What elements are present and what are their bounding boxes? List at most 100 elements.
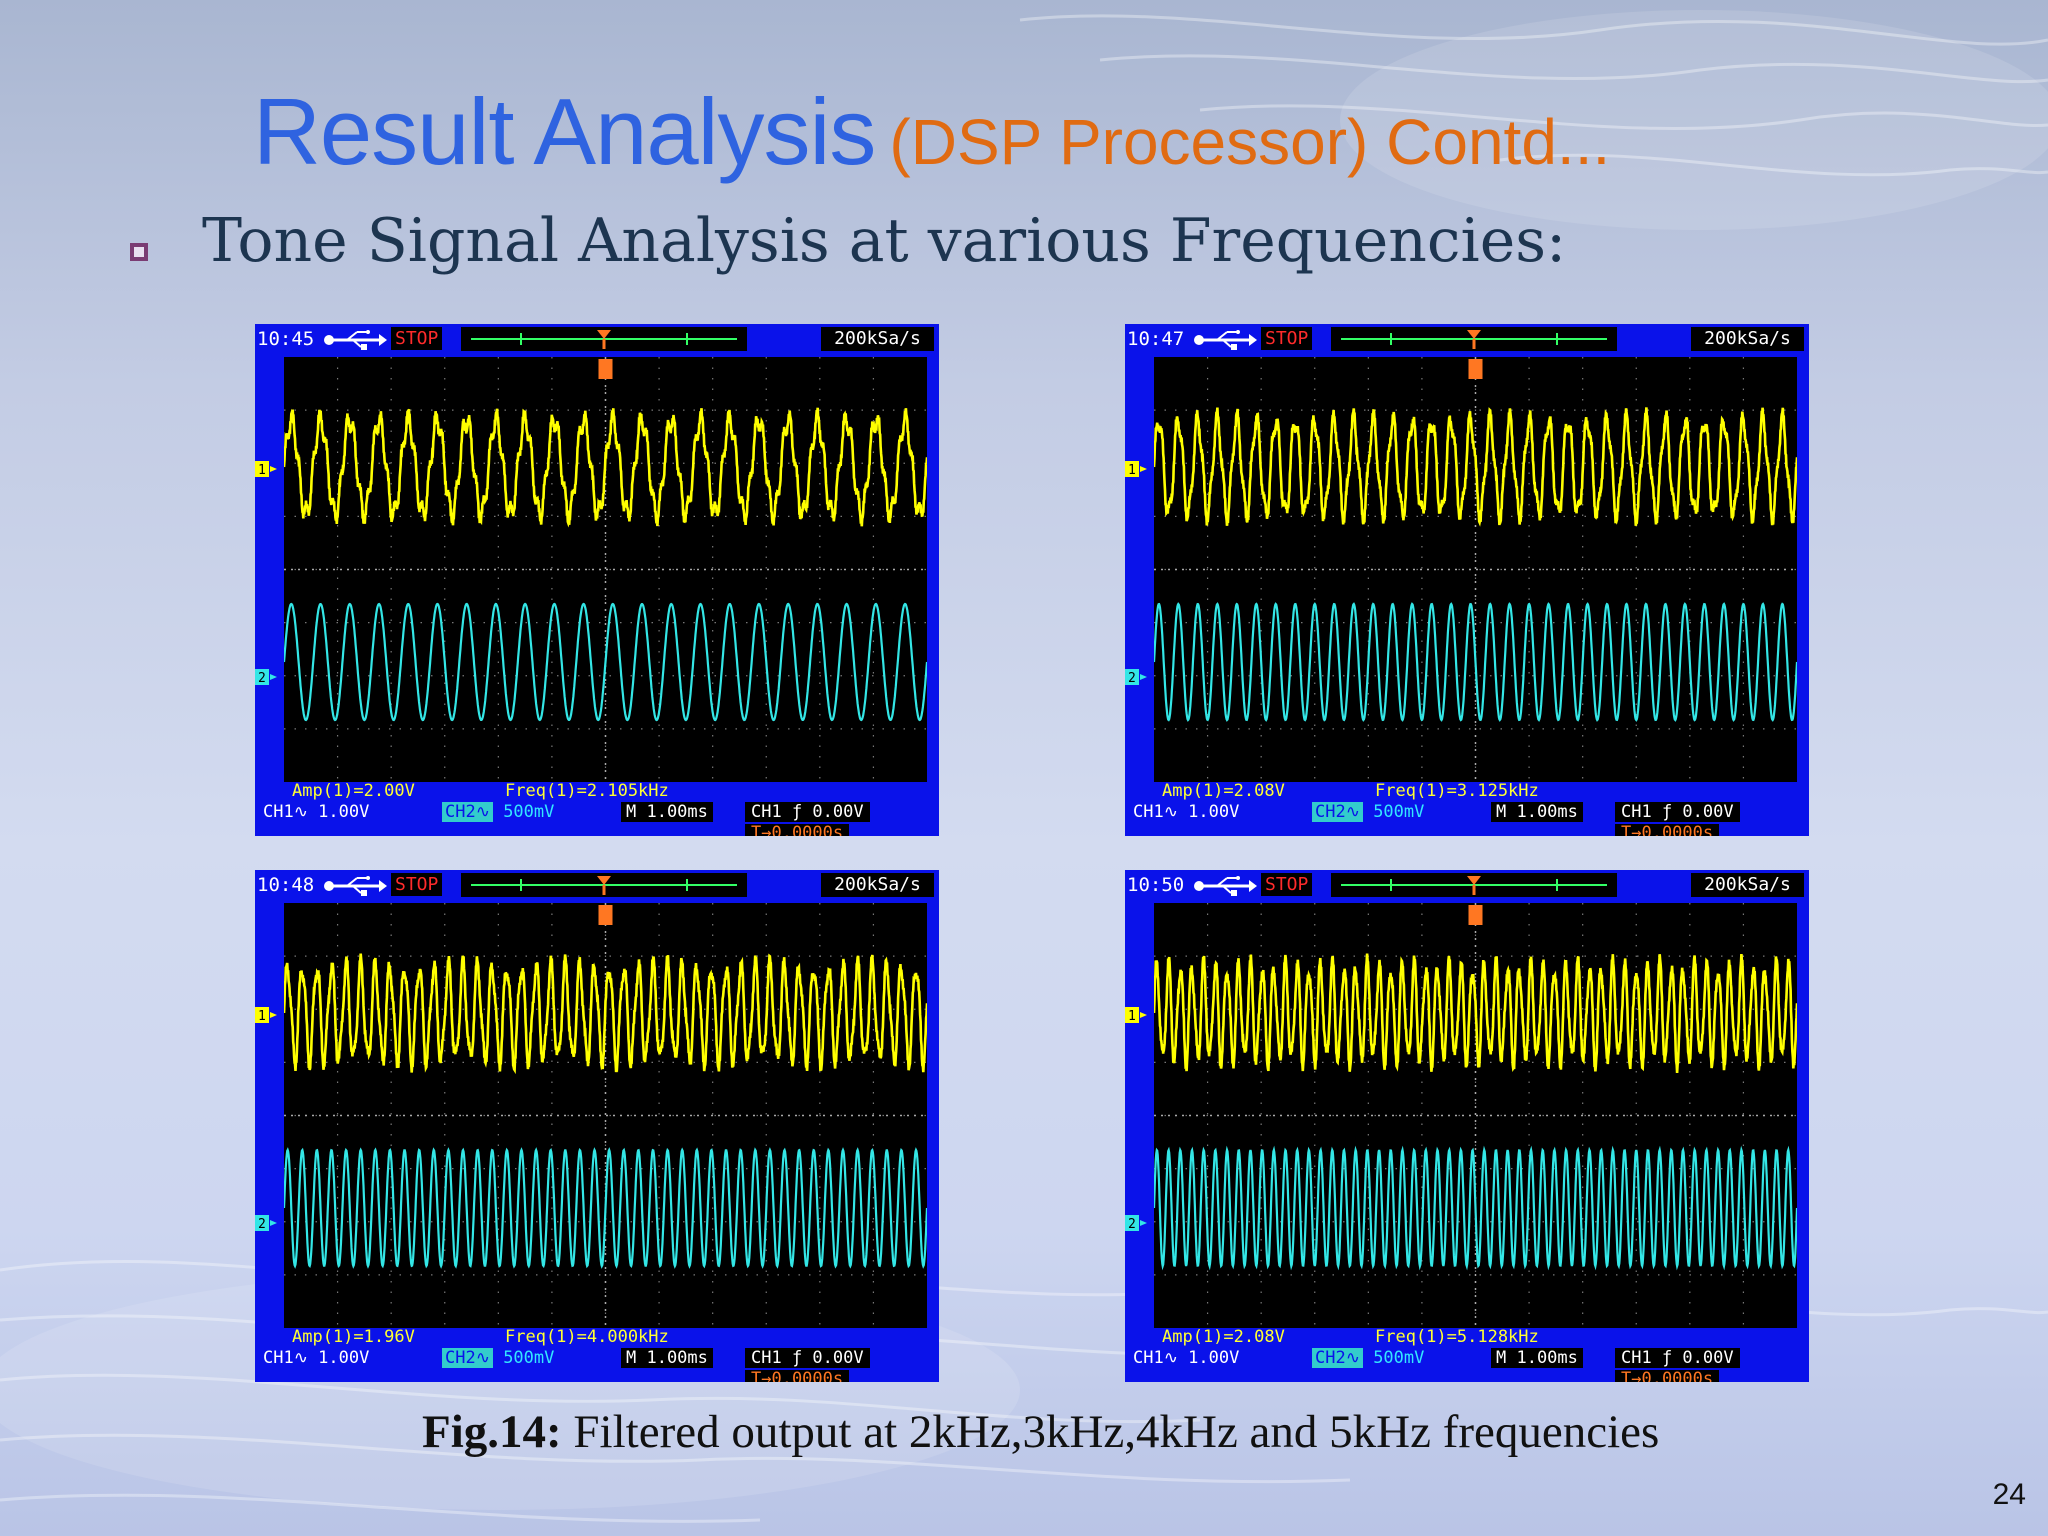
svg-text:2: 2 [1128,671,1136,685]
svg-text:2: 2 [1128,1217,1136,1231]
svg-text:2: 2 [258,671,266,685]
usb-icon [324,876,387,896]
title-subtitle: (DSP Processor) Contd... [889,106,1611,178]
ch1-scale: CH1∿ 1.00V [263,802,370,822]
scope-header: 10:45 STOP 200kSa/s [255,324,939,354]
timebase: M 1.00ms [1491,1348,1583,1368]
ch1-marker-icon: 1 [1125,1007,1147,1023]
ch2-waveform [1154,602,1797,722]
sample-rate: 200kSa/s [821,873,934,897]
page-number: 24 [1992,1478,2026,1511]
stop-status: STOP [1261,327,1313,350]
trigger-position: T→0.0000s [745,824,850,836]
stop-status: STOP [391,327,443,350]
svg-text:1: 1 [1128,463,1136,477]
ch2-marker-icon: 2 [255,669,277,685]
trigger-marker-icon [598,359,613,379]
ch1-marker-icon: 1 [255,1007,277,1023]
scope-waveform-screen [1154,357,1797,782]
ch2-label: CH2∿ [442,1348,493,1368]
ch2-marker-icon: 2 [1125,669,1147,685]
scope-clock: 10:47 [1127,328,1185,350]
ch2-scale: CH2∿ 500mV [1312,802,1424,822]
ch2-scale: CH2∿ 500mV [442,802,554,822]
title-main: Result Analysis [253,79,876,184]
scope-header: 10:50 STOP 200kSa/s [1125,870,1809,900]
trigger-marker-icon [1468,359,1483,379]
trigger-position: T→0.0000s [1615,1370,1720,1382]
svg-text:1: 1 [258,463,266,477]
frequency-readout: Freq(1)=5.128kHz [1375,1327,1539,1347]
ch1-marker-icon: 1 [255,461,277,477]
usb-icon [1194,330,1257,350]
ch2-label: CH2∿ [1312,802,1363,822]
caption-text: Filtered output at 2kHz,3kHz,4kHz and 5k… [561,1406,1660,1458]
ch2-scale-value: 500mV [492,802,555,822]
trigger-level: CH1 ƒ 0.00V [745,802,870,822]
trigger-level: CH1 ƒ 0.00V [1615,802,1740,822]
slide-title: Result Analysis (DSP Processor) Contd... [253,78,1610,186]
trigger-position: T→0.0000s [745,1370,850,1382]
amplitude-readout: Amp(1)=1.96V [292,1327,415,1347]
ch1-scale: CH1∿ 1.00V [1133,802,1240,822]
sample-rate: 200kSa/s [1691,873,1804,897]
scope-clock: 10:50 [1127,874,1185,896]
amplitude-readout: Amp(1)=2.08V [1162,1327,1285,1347]
ch1-waveform [1154,953,1797,1073]
scope-clock: 10:45 [257,328,315,350]
ch1-waveform [284,407,927,528]
ch2-scale-value: 500mV [1362,802,1425,822]
svg-text:1: 1 [258,1009,266,1023]
svg-text:2: 2 [258,1217,266,1231]
ch2-scale-value: 500mV [492,1348,555,1368]
frequency-readout: Freq(1)=3.125kHz [1375,781,1539,801]
trigger-position-bar [461,327,747,351]
amplitude-readout: Amp(1)=2.00V [292,781,415,801]
trigger-marker-icon [1468,905,1483,925]
oscilloscope-screenshot-5khz: 10:50 STOP 200kSa/s 1 2 [1125,870,1809,1382]
ch2-waveform [1154,1145,1797,1271]
scope-waveform-screen [284,357,927,782]
bullet-square-icon [130,243,148,261]
stop-status: STOP [1261,873,1313,896]
ch2-scale: CH2∿ 500mV [1312,1348,1424,1368]
ch2-waveform [284,1147,927,1269]
ch2-marker-icon: 2 [255,1215,277,1231]
trigger-level: CH1 ƒ 0.00V [1615,1348,1740,1368]
timebase: M 1.00ms [1491,802,1583,822]
ch2-marker-icon: 2 [1125,1215,1147,1231]
trigger-position-bar [461,873,747,897]
trigger-level: CH1 ƒ 0.00V [745,1348,870,1368]
scope-waveform-screen [284,903,927,1328]
trigger-marker-icon [598,905,613,925]
scope-waveform-screen [1154,903,1797,1328]
ch2-scale: CH2∿ 500mV [442,1348,554,1368]
oscilloscope-screenshot-2khz: 10:45 STOP 200kSa/s 1 2 [255,324,939,836]
oscilloscope-screenshot-3khz: 10:47 STOP 200kSa/s 1 2 [1125,324,1809,836]
svg-text:1: 1 [1128,1009,1136,1023]
scope-footer: Amp(1)=1.96V Freq(1)=4.000kHz CH1∿ 1.00V… [255,1327,939,1382]
scope-clock: 10:48 [257,874,315,896]
trigger-position: T→0.0000s [1615,824,1720,836]
trigger-position-bar [1331,873,1617,897]
sample-rate: 200kSa/s [821,327,934,351]
ch2-waveform [284,602,927,722]
scope-footer: Amp(1)=2.08V Freq(1)=3.125kHz CH1∿ 1.00V… [1125,781,1809,836]
caption-label: Fig.14: [422,1406,562,1458]
ch2-label: CH2∿ [442,802,493,822]
sample-rate: 200kSa/s [1691,327,1804,351]
stop-status: STOP [391,873,443,896]
frequency-readout: Freq(1)=4.000kHz [505,1327,669,1347]
figure-caption: Fig.14: Filtered output at 2kHz,3kHz,4kH… [422,1405,1659,1459]
timebase: M 1.00ms [621,802,713,822]
bullet-text: Tone Signal Analysis at various Frequenc… [202,206,1567,276]
amplitude-readout: Amp(1)=2.08V [1162,781,1285,801]
ch1-scale: CH1∿ 1.00V [263,1348,370,1368]
scope-header: 10:48 STOP 200kSa/s [255,870,939,900]
usb-icon [1194,876,1257,896]
ch2-scale-value: 500mV [1362,1348,1425,1368]
trigger-position-bar [1331,327,1617,351]
ch2-label: CH2∿ [1312,1348,1363,1368]
usb-icon [324,330,387,350]
ch1-waveform [1154,407,1797,527]
